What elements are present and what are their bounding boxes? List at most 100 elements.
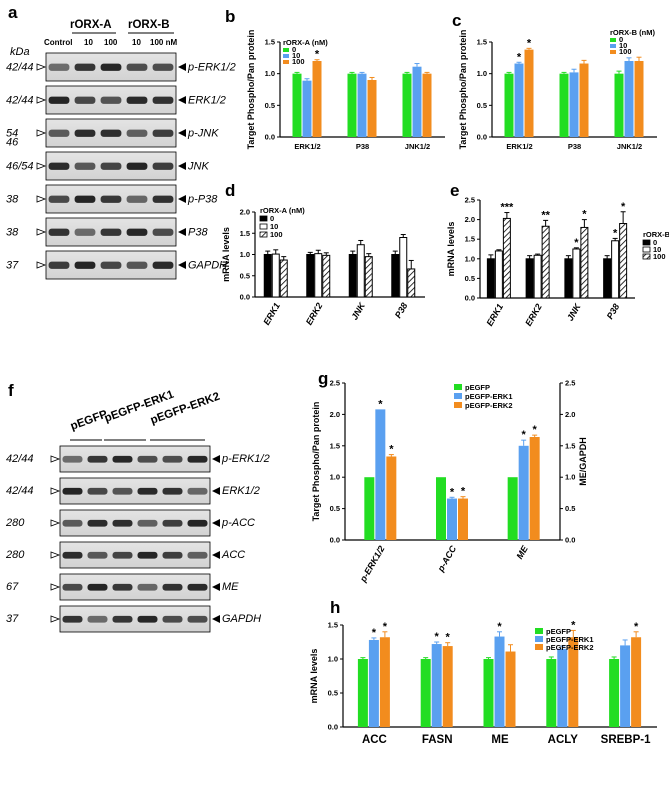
blot-a-band bbox=[100, 63, 122, 71]
blot-f-strip bbox=[59, 509, 211, 537]
significance-label: * bbox=[571, 619, 576, 631]
x-tick-label: P38 bbox=[605, 302, 622, 321]
x-tick-label: P38 bbox=[393, 301, 410, 320]
legend-label: 0 bbox=[653, 238, 657, 247]
legend-label: 100 bbox=[292, 57, 305, 66]
blot-f-protein-label: ERK1/2 bbox=[222, 485, 260, 497]
blot-a-band bbox=[126, 228, 148, 236]
bar bbox=[514, 63, 524, 137]
bar bbox=[502, 217, 511, 299]
bar bbox=[379, 637, 390, 727]
arrow-left-icon bbox=[178, 261, 186, 269]
bar bbox=[314, 253, 323, 298]
bar bbox=[367, 80, 377, 137]
bar bbox=[529, 437, 540, 540]
bar bbox=[306, 254, 315, 298]
bar bbox=[614, 73, 624, 137]
y-tick-label: 1.5 bbox=[328, 621, 338, 630]
arrow-right-icon bbox=[36, 162, 47, 170]
bar bbox=[279, 259, 288, 298]
y-axis-label: Target Phospho/Pan protein bbox=[311, 402, 321, 522]
bar bbox=[357, 73, 367, 137]
blot-f-strip bbox=[59, 477, 211, 505]
x-tick-label: P38 bbox=[356, 142, 369, 151]
significance-label: * bbox=[621, 201, 626, 213]
bar bbox=[579, 63, 589, 137]
blot-a-band bbox=[100, 228, 122, 236]
legend-swatch bbox=[610, 38, 616, 42]
legend-swatch bbox=[454, 393, 462, 399]
bar bbox=[347, 73, 357, 137]
x-tick-label: ACC bbox=[362, 734, 387, 746]
blot-a-band bbox=[152, 96, 174, 104]
arrow-left-icon bbox=[178, 96, 186, 104]
blot-a-band bbox=[152, 63, 174, 71]
bar bbox=[407, 268, 416, 298]
bar bbox=[580, 226, 589, 299]
blot-a-protein-label: GAPDH bbox=[188, 259, 227, 271]
legend-swatch bbox=[535, 644, 543, 650]
blot-f-band bbox=[62, 551, 83, 559]
bar bbox=[431, 644, 442, 727]
x-tick-label: ERK1/2 bbox=[294, 142, 320, 151]
bar bbox=[518, 445, 529, 540]
blot-a-band bbox=[74, 63, 96, 71]
blot-f-kda-label: 37 bbox=[6, 613, 19, 625]
legend-label: pEGFP-ERK2 bbox=[465, 401, 513, 410]
legend-swatch bbox=[535, 636, 543, 642]
blot-a-band bbox=[48, 96, 70, 104]
arrow-left-icon bbox=[212, 615, 220, 623]
blot-a-band bbox=[48, 63, 70, 71]
blot-f-band bbox=[112, 583, 133, 591]
blot-a-kda-label: 38 bbox=[6, 226, 19, 238]
bar bbox=[364, 477, 375, 540]
y-tick-label: 1.0 bbox=[465, 254, 475, 263]
y-tick-label: 1.5 bbox=[240, 229, 250, 238]
bar bbox=[386, 456, 397, 540]
blot-f-band bbox=[112, 487, 133, 495]
blot-a-lane-3: 100 bbox=[104, 38, 118, 47]
x-tick-label: JNK1/2 bbox=[405, 142, 430, 151]
blot-f-band bbox=[187, 519, 208, 527]
bar bbox=[525, 258, 534, 299]
panel-letter-f: f bbox=[8, 381, 14, 400]
legend-label: 0 bbox=[292, 45, 296, 54]
legend-swatch bbox=[454, 402, 462, 408]
x-tick-label: ACLY bbox=[548, 734, 579, 746]
bar bbox=[442, 646, 453, 727]
blot-a-group2-label: rORX-B bbox=[128, 19, 170, 31]
legend-swatch bbox=[642, 239, 651, 246]
significance-label: * bbox=[517, 51, 522, 63]
legend-swatch bbox=[259, 215, 268, 222]
panel-letter-b: b bbox=[225, 7, 235, 26]
bar bbox=[447, 498, 457, 540]
blot-a-band bbox=[100, 96, 122, 104]
y-axis-label: mRNA levels bbox=[446, 222, 456, 277]
arrow-right-icon bbox=[50, 551, 61, 559]
y-tick-label-right: 2.0 bbox=[565, 410, 575, 419]
bar bbox=[624, 61, 634, 137]
blot-a-band bbox=[126, 162, 148, 170]
legend-swatch bbox=[642, 253, 651, 260]
blot-f-band bbox=[187, 487, 208, 495]
blot-f-header: pEGFP pEGFP-ERK1 pEGFP-ERK2 bbox=[69, 388, 221, 441]
blot-f-protein-label: ME bbox=[222, 581, 239, 593]
blot-f-kda-label: 42/44 bbox=[6, 453, 34, 465]
significance-label: * bbox=[522, 429, 527, 441]
bar bbox=[524, 49, 534, 137]
arrow-right-icon bbox=[50, 615, 61, 623]
blot-f-band bbox=[112, 615, 133, 623]
arrow-left-icon bbox=[212, 519, 220, 527]
y-tick-label: 0.0 bbox=[477, 133, 487, 142]
arrow-left-icon bbox=[178, 195, 186, 203]
legend-label: 0 bbox=[619, 35, 623, 44]
blot-a-band bbox=[126, 261, 148, 269]
y-tick-label: 2.5 bbox=[330, 379, 340, 388]
x-tick-label: JNK1/2 bbox=[617, 142, 642, 151]
blot-f-protein-label: p-ACC bbox=[221, 517, 255, 529]
arrow-right-icon bbox=[50, 455, 61, 463]
blot-a-band bbox=[74, 129, 96, 137]
blot-f-band bbox=[137, 615, 158, 623]
blot-a-lane-1: Control bbox=[44, 38, 72, 47]
bar bbox=[271, 253, 280, 298]
